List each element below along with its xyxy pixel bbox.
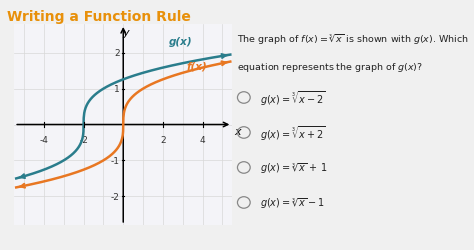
Text: 1: 1	[114, 85, 119, 94]
Text: -1: -1	[110, 156, 119, 165]
Text: -2: -2	[111, 192, 119, 201]
Text: -2: -2	[79, 135, 88, 144]
Text: -4: -4	[39, 135, 48, 144]
Text: y: y	[122, 28, 129, 38]
Text: The graph of $f(x) = \sqrt[3]{x}$ is shown with $g(x)$. Which: The graph of $f(x) = \sqrt[3]{x}$ is sho…	[237, 32, 469, 48]
Text: Writing a Function Rule: Writing a Function Rule	[7, 10, 191, 24]
Text: x: x	[234, 126, 241, 136]
Text: $g(x) = \sqrt[3]{x+2}$: $g(x) = \sqrt[3]{x+2}$	[260, 124, 326, 142]
Text: equation represents the graph of $g(x)$?: equation represents the graph of $g(x)$?	[237, 61, 423, 74]
Text: f(x): f(x)	[187, 62, 208, 72]
Text: 4: 4	[200, 135, 205, 144]
Text: $g(x) = \sqrt[3]{x}$ + 1: $g(x) = \sqrt[3]{x}$ + 1	[260, 160, 327, 175]
Text: $g(x) = \sqrt[3]{x-2}$: $g(x) = \sqrt[3]{x-2}$	[260, 89, 326, 107]
Text: 2: 2	[160, 135, 166, 144]
Text: 2: 2	[114, 49, 119, 58]
Text: $g(x) = \sqrt[3]{x}-1$: $g(x) = \sqrt[3]{x}-1$	[260, 195, 325, 210]
Text: g(x): g(x)	[169, 37, 192, 47]
